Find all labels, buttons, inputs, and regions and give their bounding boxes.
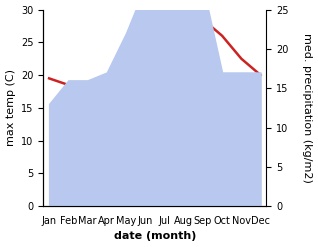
Y-axis label: med. precipitation (kg/m2): med. precipitation (kg/m2): [302, 33, 313, 183]
Y-axis label: max temp (C): max temp (C): [5, 69, 16, 146]
X-axis label: date (month): date (month): [114, 231, 196, 242]
